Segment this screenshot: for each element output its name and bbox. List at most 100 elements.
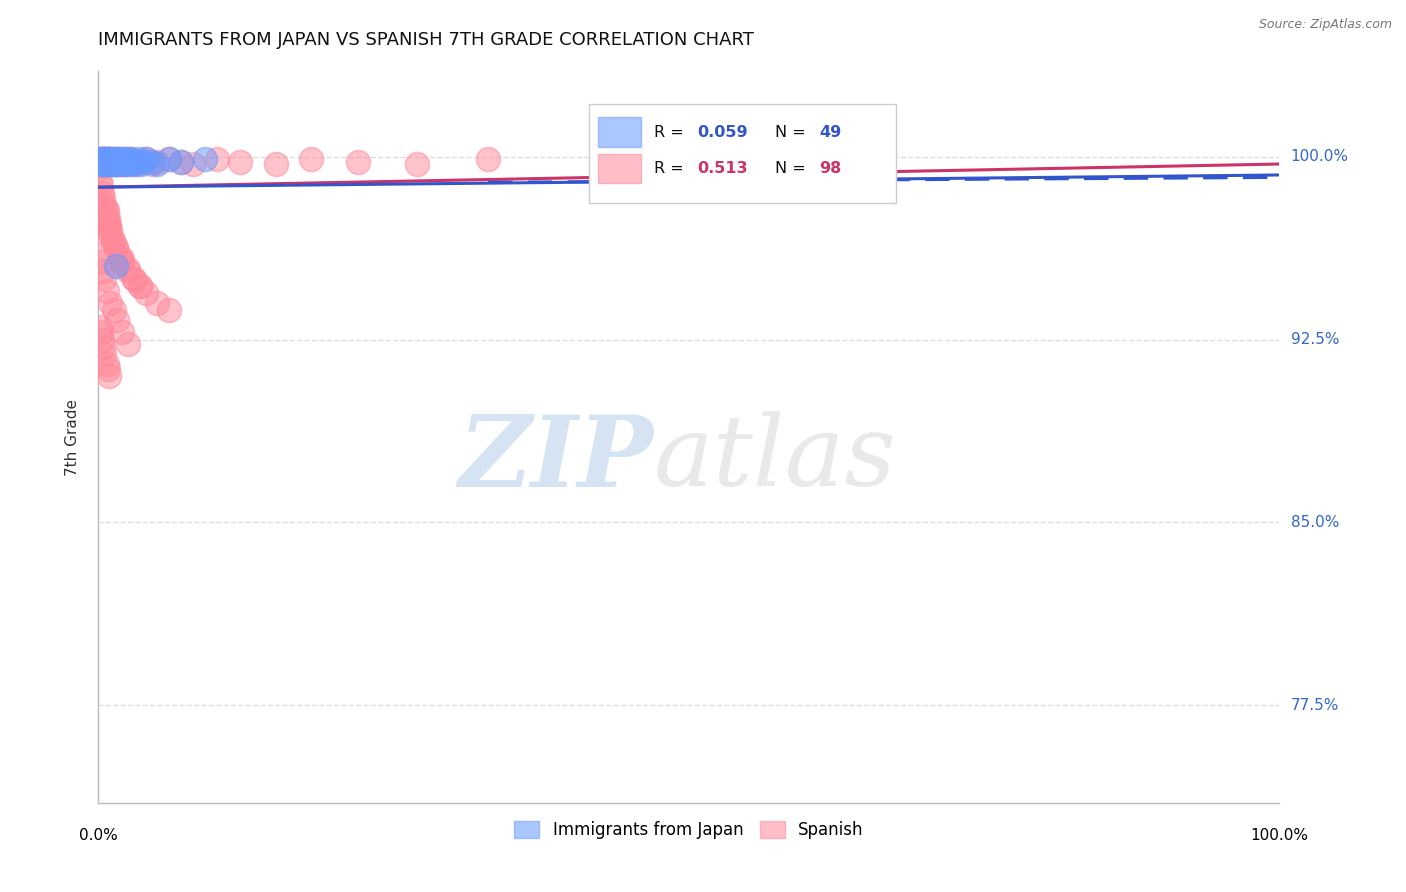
Point [94, 154, 117, 169]
Point [101, 154, 124, 169]
Point [91, 186, 114, 201]
Point [120, 154, 142, 169]
Point [105, 154, 128, 169]
Point [101, 235, 124, 249]
Point [90, 325, 112, 339]
Text: atlas: atlas [654, 411, 896, 507]
Point [90, 178, 112, 193]
Point [132, 154, 155, 169]
Text: IMMIGRANTS FROM JAPAN VS SPANISH 7TH GRADE CORRELATION CHART: IMMIGRANTS FROM JAPAN VS SPANISH 7TH GRA… [98, 31, 754, 49]
Point [96, 157, 118, 171]
Text: R =: R = [654, 161, 689, 176]
Text: 0.059: 0.059 [697, 125, 748, 139]
Point [105, 243, 128, 257]
Point [170, 154, 193, 169]
Point [98, 369, 121, 384]
Point [94, 152, 117, 166]
Text: 92.5%: 92.5% [1291, 332, 1339, 347]
Point [141, 157, 163, 171]
Point [101, 233, 124, 247]
Point [107, 157, 129, 171]
Point [94, 152, 117, 166]
Point [121, 152, 143, 166]
Point [118, 157, 141, 171]
Point [110, 152, 132, 166]
Point [111, 325, 134, 339]
Text: Source: ZipAtlas.com: Source: ZipAtlas.com [1258, 18, 1392, 31]
Point [97, 154, 120, 169]
Point [94, 203, 117, 218]
Point [135, 152, 157, 166]
Point [93, 160, 115, 174]
Point [107, 152, 129, 166]
Point [477, 152, 499, 166]
Point [299, 152, 322, 166]
Point [93, 154, 115, 169]
Point [129, 154, 152, 169]
Point [135, 152, 157, 166]
Point [98, 157, 121, 171]
Text: 0.513: 0.513 [697, 161, 748, 176]
Point [90, 152, 112, 166]
Point [91, 333, 114, 347]
Point [98, 154, 121, 169]
Point [103, 303, 125, 318]
Point [121, 152, 143, 166]
Point [91, 157, 114, 171]
Point [94, 157, 117, 171]
Point [205, 152, 228, 166]
Point [94, 154, 117, 169]
Point [105, 313, 128, 327]
Point [181, 157, 204, 171]
Point [141, 154, 163, 169]
Point [104, 157, 127, 171]
Point [93, 271, 115, 285]
Point [105, 157, 128, 171]
Point [98, 152, 121, 166]
Text: 98: 98 [818, 161, 841, 176]
Point [91, 154, 114, 169]
Point [157, 152, 180, 166]
Point [146, 154, 169, 169]
Point [96, 284, 118, 298]
Text: 0.0%: 0.0% [79, 828, 118, 843]
Text: ZIP: ZIP [458, 411, 654, 508]
Point [103, 152, 125, 166]
Point [146, 296, 169, 310]
Point [96, 203, 118, 218]
Point [90, 154, 112, 169]
Point [125, 154, 148, 169]
Point [98, 157, 121, 171]
Point [108, 157, 131, 171]
Point [194, 152, 217, 166]
Point [128, 279, 150, 293]
Point [122, 271, 145, 285]
Point [229, 154, 252, 169]
Point [125, 157, 148, 171]
Text: 49: 49 [818, 125, 841, 139]
Point [103, 157, 125, 171]
Point [98, 218, 121, 232]
Point [98, 152, 121, 166]
Point [100, 157, 122, 171]
FancyBboxPatch shape [598, 118, 641, 146]
Point [98, 223, 121, 237]
Point [103, 152, 125, 166]
Point [170, 154, 193, 169]
Point [117, 152, 139, 166]
Point [111, 254, 134, 268]
Point [91, 154, 114, 169]
Point [108, 250, 131, 264]
Point [89, 152, 111, 166]
Point [91, 254, 114, 268]
Point [93, 152, 115, 166]
Point [93, 154, 115, 169]
Point [111, 157, 134, 171]
Point [105, 152, 128, 166]
Point [91, 154, 114, 169]
Text: 85.0%: 85.0% [1291, 515, 1339, 530]
Point [89, 320, 111, 334]
Point [112, 154, 135, 169]
Point [100, 152, 122, 166]
Point [117, 261, 139, 276]
